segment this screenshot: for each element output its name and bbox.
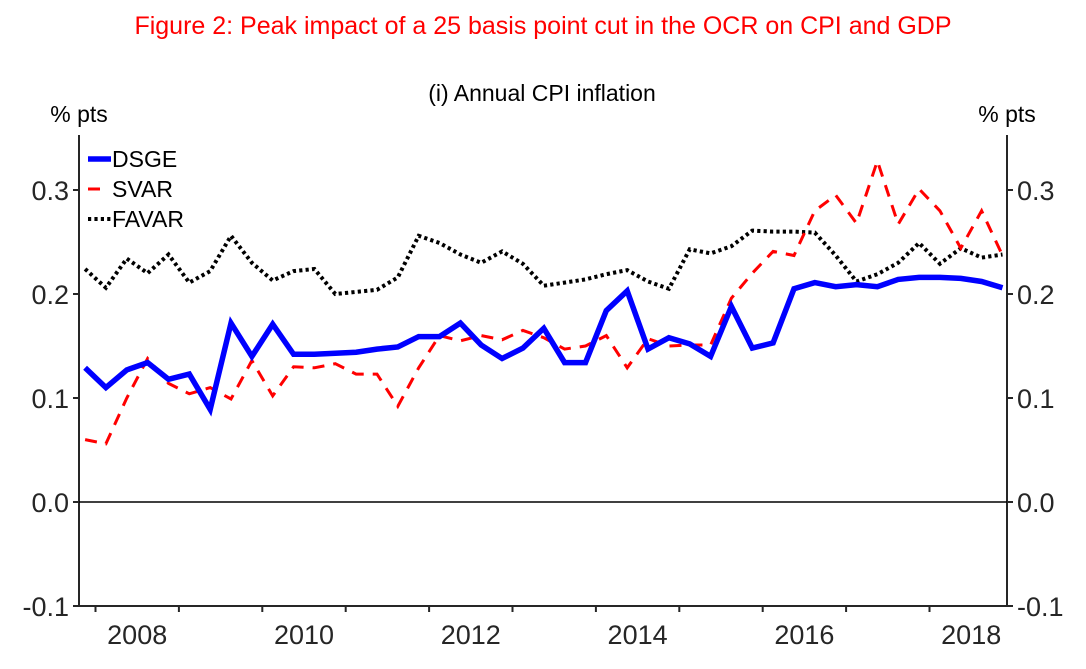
- axes: -0.1 -0.1 0.0 0.0 0.1 0.1 0.2 0.2 0.3 0.3 2008 2010…: [22, 135, 1064, 650]
- right-y-tick-label: 0.2: [1017, 280, 1055, 310]
- right-y-tick-label: 0.0: [1017, 488, 1055, 518]
- legend-item-svar: SVAR: [88, 176, 173, 202]
- right-axis-unit-label: % pts: [978, 101, 1036, 127]
- series-line-dsge: [83, 274, 1004, 417]
- x-tick-label: 2016: [774, 620, 834, 650]
- legend-item-dsge: DSGE: [88, 146, 177, 172]
- legend: DSGE SVAR FAVAR: [88, 146, 184, 232]
- left-y-tick-label: -0.1: [22, 592, 69, 622]
- x-tick-label: 2012: [441, 620, 501, 650]
- x-tick-label: 2014: [608, 620, 668, 650]
- figure-title: Figure 2: Peak impact of a 25 basis poin…: [134, 12, 952, 40]
- left-y-tick-label: 0.2: [31, 280, 69, 310]
- series-line-svar: [84, 156, 1004, 446]
- x-tick-label: 2018: [941, 620, 1001, 650]
- right-y-tick-label: -0.1: [1017, 592, 1064, 622]
- right-y-tick-label: 0.1: [1017, 384, 1055, 414]
- legend-label-svar: SVAR: [112, 176, 173, 202]
- legend-item-favar: FAVAR: [88, 206, 184, 232]
- series-layer: [83, 156, 1004, 446]
- series-line-favar: [83, 228, 1003, 297]
- legend-label-favar: FAVAR: [112, 206, 184, 232]
- x-tick-label: 2008: [107, 620, 167, 650]
- legend-label-dsge: DSGE: [112, 146, 177, 172]
- left-y-tick-label: 0.0: [31, 488, 69, 518]
- left-y-tick-label: 0.3: [31, 176, 69, 206]
- left-axis-unit-label: % pts: [50, 101, 108, 127]
- chart-subtitle: (i) Annual CPI inflation: [428, 80, 656, 106]
- right-y-tick-label: 0.3: [1017, 176, 1055, 206]
- left-y-tick-label: 0.1: [31, 384, 69, 414]
- x-tick-label: 2010: [274, 620, 334, 650]
